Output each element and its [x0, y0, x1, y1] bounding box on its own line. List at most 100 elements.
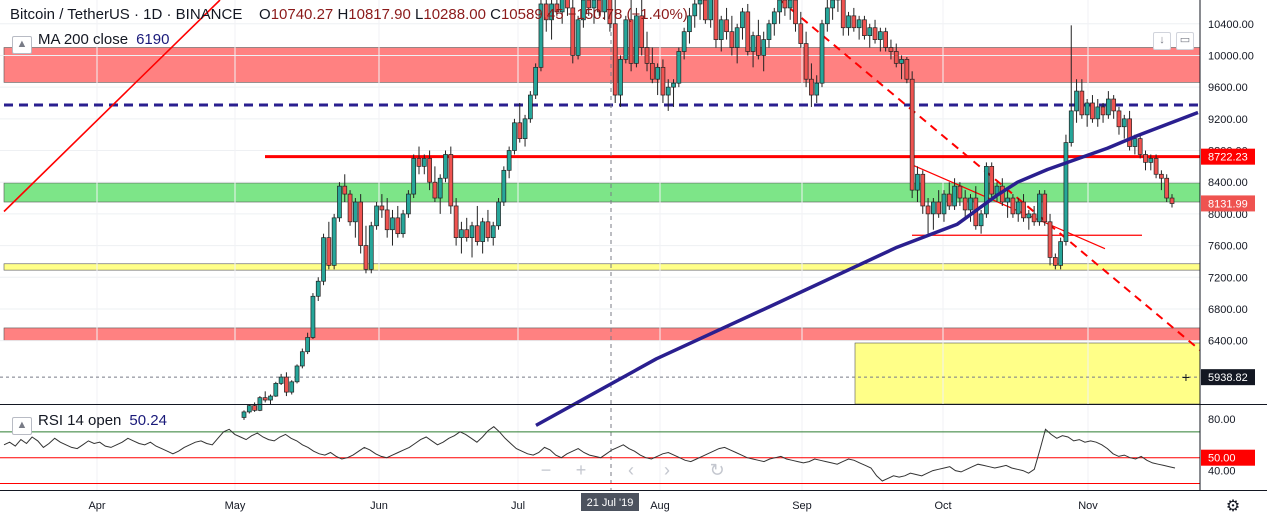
- candle: [692, 0, 698, 28]
- candle-body: [771, 11, 777, 25]
- ma-indicator-legend[interactable]: ▲ MA 200 close 6190: [12, 31, 169, 54]
- candle-body: [941, 193, 947, 215]
- time-tick-label: Aug: [650, 500, 670, 512]
- candle-body: [384, 209, 390, 231]
- candle: [496, 198, 501, 230]
- candle: [565, 0, 570, 16]
- candle-body: [962, 197, 968, 211]
- price-tag-last-bg: [1201, 195, 1255, 212]
- candle-body: [406, 193, 411, 215]
- candle: [931, 198, 936, 230]
- zoom-out-icon[interactable]: −: [540, 460, 552, 480]
- yellow-box-zone: [854, 342, 1201, 405]
- candle-body: [289, 381, 295, 393]
- candle-body: [1127, 118, 1132, 147]
- levels-layer: [0, 103, 1200, 378]
- collapse-icon[interactable]: ▲: [12, 417, 32, 435]
- zoom-in-icon[interactable]: +: [575, 460, 587, 480]
- candle-body: [390, 217, 395, 231]
- candle: [676, 47, 682, 88]
- candle: [400, 209, 406, 238]
- candle: [1010, 194, 1016, 218]
- scroll-left-icon[interactable]: ‹: [628, 460, 634, 480]
- candle: [416, 146, 422, 175]
- candle: [824, 0, 830, 32]
- candle: [464, 217, 470, 242]
- rsi-label: RSI 14 open: [38, 412, 122, 429]
- interval[interactable]: 1D: [143, 6, 163, 23]
- collapse-icon[interactable]: ▲: [12, 36, 32, 54]
- scroll-right-icon[interactable]: ›: [664, 460, 670, 480]
- candle: [915, 166, 920, 202]
- candle: [862, 15, 867, 40]
- candle-body: [459, 229, 464, 238]
- price-tick-label: 10400.00: [1208, 19, 1254, 31]
- candle: [602, 0, 607, 20]
- candle: [729, 15, 735, 56]
- candle: [326, 221, 332, 270]
- candle-body: [862, 19, 867, 36]
- candle-body: [347, 193, 353, 223]
- candle-body: [740, 11, 745, 29]
- candle-body: [920, 173, 926, 207]
- candle: [538, 0, 544, 72]
- open-label: O: [259, 6, 271, 23]
- symbol-name[interactable]: Bitcoin / TetherUS: [10, 6, 130, 23]
- candle: [490, 221, 496, 246]
- candle: [962, 190, 968, 218]
- scroll-down-icon[interactable]: ↓: [1153, 32, 1171, 50]
- candle-body: [358, 201, 364, 246]
- price-tick-label: 9600.00: [1208, 82, 1248, 94]
- candle-body: [978, 213, 984, 227]
- candle: [533, 63, 539, 100]
- rsi-value: 50.24: [129, 412, 167, 429]
- candle: [459, 221, 464, 254]
- candle-body: [803, 43, 809, 80]
- candle-body: [946, 193, 952, 207]
- time-tick-label: Jul: [511, 500, 525, 512]
- candle-body: [464, 229, 470, 238]
- candle-body: [559, 0, 565, 13]
- candle: [305, 332, 310, 355]
- candle-body: [501, 169, 507, 203]
- candle-body: [411, 158, 417, 195]
- candle: [904, 57, 910, 84]
- candle-body: [1090, 102, 1095, 120]
- ma-label: MA 200 close: [38, 31, 129, 48]
- candle-body: [856, 19, 862, 29]
- candle-body: [830, 0, 835, 9]
- crosshair-plus-icon: +: [1182, 369, 1190, 385]
- candle: [809, 63, 814, 107]
- rsi-indicator-legend[interactable]: ▲ RSI 14 open 50.24: [12, 412, 167, 435]
- candle: [989, 162, 995, 199]
- candle-body: [331, 217, 337, 266]
- maximize-icon[interactable]: ▭: [1176, 32, 1194, 50]
- candle-body: [374, 205, 379, 227]
- price-tick-label: 9200.00: [1208, 114, 1248, 126]
- settings-gear-icon[interactable]: ⚙: [1225, 498, 1241, 515]
- candle: [750, 31, 756, 68]
- candle: [374, 202, 379, 230]
- candle-body: [687, 15, 692, 33]
- candle-body: [1084, 102, 1090, 116]
- candle: [347, 190, 353, 226]
- candle-body: [649, 63, 655, 80]
- candle-body: [533, 66, 539, 96]
- candle: [517, 102, 523, 143]
- candle-body: [872, 27, 878, 40]
- candle: [331, 213, 337, 270]
- candle-body: [400, 213, 406, 235]
- candle: [771, 7, 777, 36]
- candle: [925, 198, 931, 234]
- reset-icon[interactable]: ↻: [709, 460, 725, 480]
- candle-body: [697, 0, 703, 5]
- price-tick-label: 6400.00: [1208, 336, 1248, 348]
- candle-body: [395, 217, 401, 235]
- candle-body: [702, 0, 708, 21]
- candle: [299, 348, 305, 369]
- rsi-tag-50: 50.00: [1208, 453, 1236, 465]
- candle: [421, 154, 427, 175]
- candle: [448, 146, 454, 214]
- symbol-header: Bitcoin / TetherUS · 1D · BINANCE O10740…: [10, 6, 688, 23]
